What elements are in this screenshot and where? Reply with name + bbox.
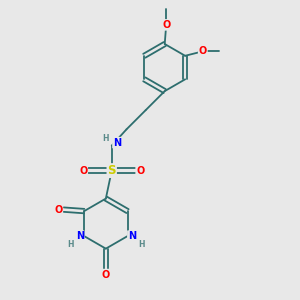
Text: O: O [79,166,87,176]
Text: N: N [113,138,121,148]
Text: N: N [128,231,136,241]
Text: H: H [138,240,145,249]
Text: O: O [162,20,170,30]
Text: O: O [102,269,110,280]
Text: O: O [199,46,207,56]
Text: N: N [76,231,84,241]
Text: O: O [136,166,144,176]
Text: H: H [67,240,73,249]
Text: H: H [102,134,109,143]
Text: O: O [54,205,62,214]
Text: S: S [107,164,116,177]
